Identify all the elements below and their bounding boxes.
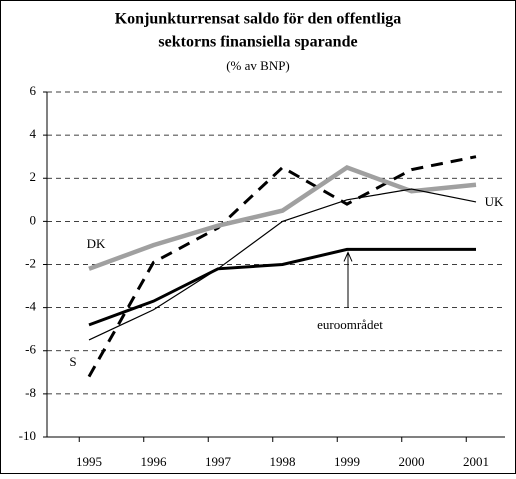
series-label: DK <box>87 236 106 251</box>
series-line <box>88 247 476 327</box>
chart-title: sektorns finansiella sparande <box>158 34 357 51</box>
y-tick-label: 2 <box>30 169 37 184</box>
y-tick-label: -4 <box>25 299 36 314</box>
chart-subtitle: (% av BNP) <box>226 58 290 73</box>
series-line <box>87 155 477 378</box>
y-tick-label: -8 <box>25 385 36 400</box>
x-tick-label: 2000 <box>399 454 425 469</box>
series-label: UK <box>485 194 504 209</box>
series-label: euroområdet <box>317 317 383 332</box>
x-tick-label: 1996 <box>141 454 168 469</box>
x-tick-label: 2001 <box>463 454 489 469</box>
series-label: S <box>69 354 76 369</box>
chart-title: Konjunkturrensat saldo för den offentlig… <box>115 11 402 28</box>
series-line <box>88 188 477 341</box>
y-tick-label: -2 <box>25 255 36 270</box>
y-tick-label: 4 <box>30 126 37 141</box>
arrow-head <box>343 251 353 262</box>
x-tick-label: 1999 <box>334 454 360 469</box>
y-tick-label: -6 <box>25 342 36 357</box>
x-tick-label: 1995 <box>76 454 102 469</box>
series-line <box>88 164 477 271</box>
x-tick-label: 1997 <box>205 454 232 469</box>
x-tick-label: 1998 <box>270 454 296 469</box>
y-tick-label: 0 <box>30 212 37 227</box>
y-tick-label: -10 <box>19 428 36 443</box>
y-tick-label: 6 <box>30 83 37 98</box>
